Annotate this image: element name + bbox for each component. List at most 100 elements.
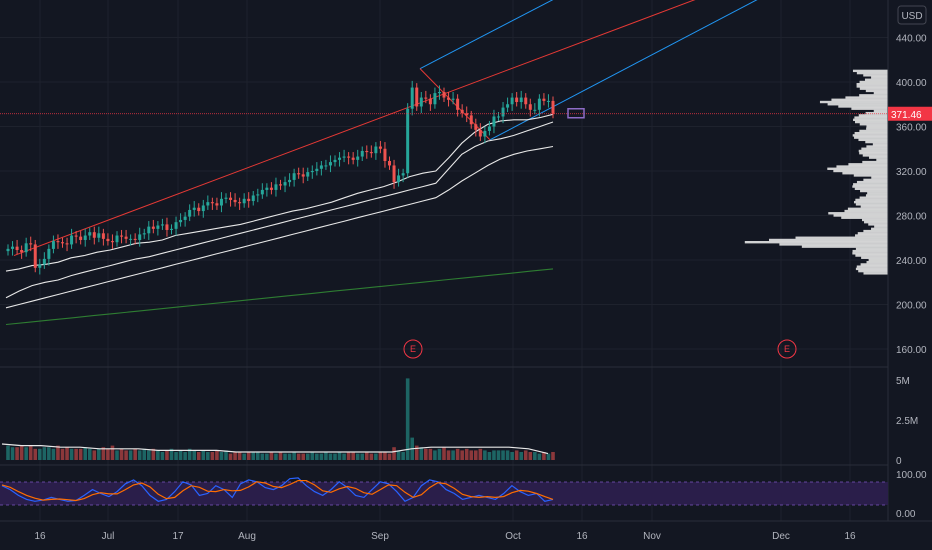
volume-bar bbox=[501, 450, 505, 460]
volume-profile-bar bbox=[853, 118, 888, 122]
candle-body bbox=[388, 160, 391, 166]
volume-bar bbox=[28, 445, 33, 460]
candle-body bbox=[310, 171, 314, 173]
volume-bar bbox=[287, 453, 292, 460]
volume-bar bbox=[47, 447, 51, 460]
candle-body bbox=[106, 238, 110, 242]
candle-body bbox=[447, 97, 451, 100]
volume-profile-bar bbox=[873, 109, 888, 113]
volume-bar bbox=[10, 447, 15, 460]
volume-profile-bar bbox=[801, 245, 888, 248]
candle-body bbox=[56, 241, 60, 243]
volume-ma-line bbox=[1, 443, 549, 455]
candle-body bbox=[65, 243, 69, 245]
volume-bar bbox=[101, 447, 106, 460]
volume-bar bbox=[337, 452, 342, 460]
candle-body bbox=[120, 235, 124, 237]
candle-body bbox=[274, 184, 278, 190]
time-tick-label: 17 bbox=[172, 531, 184, 542]
currency-button-frame bbox=[897, 5, 927, 25]
volume-profile-bar bbox=[864, 220, 888, 224]
candle-body bbox=[506, 104, 510, 108]
volume-bar bbox=[255, 452, 260, 460]
volume-bar bbox=[296, 453, 301, 460]
volume-profile-bar bbox=[855, 203, 888, 206]
earnings-marker-nov[interactable]: E bbox=[777, 339, 797, 359]
candle-body bbox=[124, 236, 128, 239]
volume-profile-bar bbox=[828, 212, 888, 215]
volume-bar bbox=[528, 452, 533, 460]
volume-bar bbox=[519, 452, 524, 460]
volume-bar bbox=[169, 448, 174, 460]
volume-bar bbox=[351, 452, 355, 460]
candle-body bbox=[170, 228, 173, 230]
candle-body bbox=[83, 235, 87, 240]
candle-body bbox=[324, 165, 328, 167]
volume-bar bbox=[496, 450, 501, 460]
pitchfork-channel[interactable] bbox=[13, 0, 880, 257]
volume-profile-bar bbox=[852, 134, 888, 137]
channel-lower-line bbox=[489, 0, 758, 141]
earnings-circle-nov bbox=[777, 339, 797, 359]
candle-body bbox=[492, 116, 496, 127]
time-tick-label: Sep bbox=[371, 531, 389, 542]
candle-body bbox=[129, 238, 133, 240]
candle-body bbox=[519, 97, 523, 103]
volume-bar bbox=[37, 448, 42, 460]
candle-body bbox=[397, 175, 401, 183]
volume-bar bbox=[83, 447, 88, 460]
candle-body bbox=[351, 157, 355, 160]
volume-bar bbox=[156, 450, 160, 460]
candle-body bbox=[224, 197, 228, 199]
currency-label: USD bbox=[901, 11, 922, 22]
volume-profile-bar bbox=[864, 78, 888, 81]
volume-profile-bar bbox=[859, 80, 888, 84]
currency-button[interactable]: USD bbox=[897, 5, 927, 25]
candle-body bbox=[61, 242, 64, 244]
volume-bar bbox=[69, 448, 74, 460]
price-axis[interactable]: 440.00 400.00 360.00 320.00 280.00 240.00 200.… bbox=[896, 34, 927, 357]
volume-bar bbox=[237, 452, 242, 460]
volume-bar bbox=[464, 448, 469, 460]
candle-body bbox=[297, 173, 301, 175]
candle-body bbox=[20, 249, 24, 253]
volume-bar bbox=[342, 453, 346, 460]
candle-body bbox=[524, 97, 528, 105]
volume-bar bbox=[401, 452, 405, 460]
volume-profile-bar bbox=[827, 103, 888, 106]
candle-body bbox=[410, 87, 414, 109]
volume-profile-bar bbox=[844, 209, 888, 213]
time-tick-label: Aug bbox=[238, 531, 256, 542]
earnings-marker-sep[interactable]: E bbox=[403, 339, 423, 359]
volume-profile-bar bbox=[863, 178, 888, 182]
candle-body bbox=[229, 197, 233, 200]
candle-body bbox=[487, 126, 491, 131]
volume-profile-bar bbox=[865, 194, 888, 197]
volume-profile-bar bbox=[856, 85, 888, 88]
candle-body bbox=[474, 124, 478, 130]
candle-body bbox=[142, 233, 146, 235]
volume-bar bbox=[183, 452, 187, 460]
candle-body bbox=[510, 97, 514, 105]
candle-body bbox=[501, 107, 505, 117]
volume-profile-bar bbox=[833, 169, 888, 173]
current-price-badge[interactable]: 371.46 bbox=[888, 106, 932, 121]
volume-profile-bar bbox=[855, 234, 888, 237]
target-box[interactable] bbox=[567, 108, 585, 119]
volume-profile-bar bbox=[862, 160, 888, 164]
volume-bar bbox=[310, 452, 315, 460]
volume-profile-bar bbox=[860, 205, 888, 208]
volume-bar bbox=[210, 452, 215, 460]
volume-bar bbox=[165, 450, 169, 460]
price-tick-label: 200.00 bbox=[896, 301, 927, 312]
price-tick-label: 320.00 bbox=[896, 167, 927, 178]
candle-body bbox=[374, 146, 378, 154]
volume-bar bbox=[24, 447, 28, 460]
volume-profile-bar bbox=[841, 216, 888, 219]
candle-body bbox=[110, 241, 114, 243]
volume-bar bbox=[405, 378, 410, 460]
volume-profile-bar bbox=[853, 183, 888, 186]
stoch-d-line bbox=[1, 480, 554, 502]
time-axis[interactable]: 16 Jul 17 Aug Sep Oct 16 Nov Dec 16 bbox=[34, 531, 856, 542]
